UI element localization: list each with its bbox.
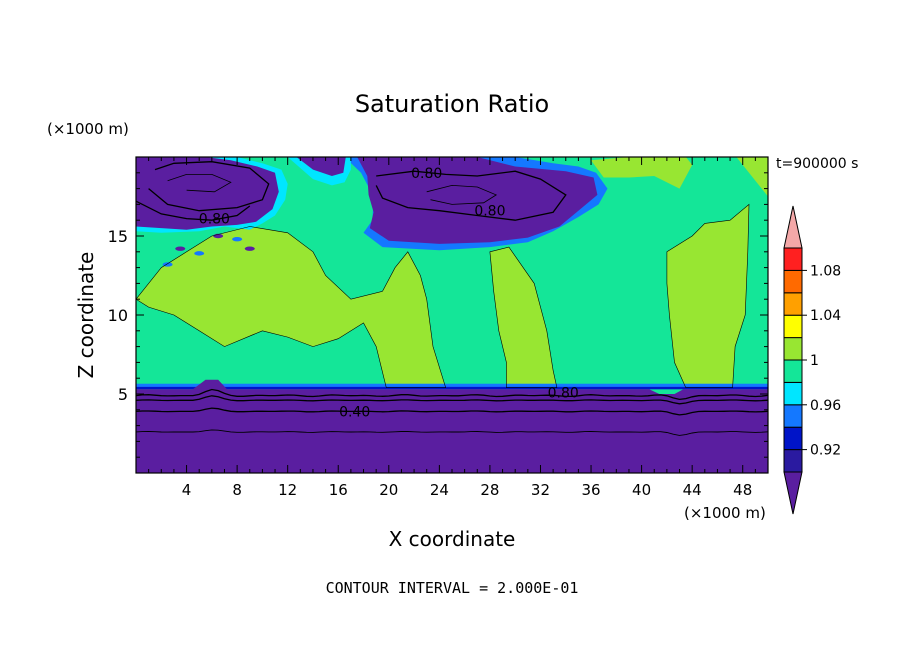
field-layers	[136, 157, 768, 473]
x-axis: 4 8 12 16 20 24 28 32 36 40 44 48	[148, 157, 756, 499]
upper-contour-e	[167, 173, 232, 193]
chart-title: Saturation Ratio	[355, 90, 549, 118]
colorbar-box-6	[783, 314, 803, 339]
lower-contour-2	[136, 407, 768, 416]
colorbar-label-0: 0.92	[810, 443, 841, 459]
contour-interval-footer: CONTOUR INTERVAL = 2.000E-01	[326, 579, 579, 597]
y-axis-title: Z coordinate	[74, 252, 98, 379]
saturated-region-3	[591, 157, 693, 189]
moisture-speck-3	[194, 251, 205, 256]
upper-contour-b	[136, 200, 251, 221]
upper-contour-c	[375, 170, 567, 221]
colorbar-box-7	[783, 292, 803, 316]
x-tick-label-28: 28	[480, 481, 499, 499]
colorbar-label-2: 1	[810, 353, 819, 369]
upper-dry-patch-2	[296, 157, 346, 176]
x-tick-label-32: 32	[531, 481, 550, 499]
moisture-speck-1	[232, 236, 243, 242]
y-tick-label-5: 5	[118, 385, 128, 404]
upper-contour-a	[148, 161, 270, 212]
colorbar-box-9	[783, 247, 803, 271]
lower-moist-edge	[136, 383, 768, 390]
contour-label-2: 0.80	[474, 204, 505, 220]
colorbar-box-4	[783, 359, 803, 383]
x-unit-label: (×1000 m)	[684, 504, 766, 522]
colorbar-box-2	[783, 404, 803, 428]
green-outline-1	[489, 246, 558, 389]
moisture-speck-2	[175, 246, 186, 251]
contour-labels: 0.80 0.80 0.80 0.80 0.40	[199, 166, 579, 421]
y-tick-label-10: 10	[108, 306, 128, 325]
contour-label-3: 0.80	[548, 385, 579, 401]
x-tick-label-20: 20	[379, 481, 398, 499]
x-tick-label-4: 4	[182, 481, 192, 499]
colorbar-box-8	[783, 269, 803, 294]
y-unit-label: (×1000 m)	[47, 120, 129, 138]
saturated-region-4	[736, 157, 768, 197]
upper-contour-d	[426, 184, 498, 205]
colorbar-label-1: 0.96	[810, 398, 841, 414]
colorbar-label-3: 1.04	[810, 308, 841, 324]
contour-label-1: 0.80	[199, 212, 230, 228]
x-tick-label-36: 36	[581, 481, 600, 499]
x-tick-label-8: 8	[232, 481, 242, 499]
colorbar-box-0	[783, 449, 803, 473]
x-tick-label-48: 48	[733, 481, 752, 499]
moisture-speck-4	[244, 246, 255, 251]
x-tick-label-44: 44	[683, 481, 702, 499]
lower-contour-0	[136, 388, 768, 401]
contour-lines	[136, 161, 768, 436]
lower-edge-band	[136, 386, 768, 390]
colorbar-top-arrow	[783, 205, 803, 249]
saturated-region-1	[489, 247, 557, 388]
x-tick-label-24: 24	[430, 481, 449, 499]
lower-contour-3	[136, 429, 768, 436]
contour-label-4: 0.40	[339, 404, 370, 420]
plot-area	[136, 157, 768, 473]
time-label: t=900000 s	[776, 156, 858, 172]
colorbar-box-1	[783, 426, 803, 451]
colorbar: 0.92 0.96 1 1.04 1.08	[783, 205, 841, 515]
green-outline-2	[666, 203, 750, 389]
saturated-region-2	[666, 204, 749, 388]
colorbar-label-4: 1.08	[810, 263, 841, 279]
y-tick-label-15: 15	[108, 227, 128, 246]
x-tick-label-16: 16	[329, 481, 348, 499]
green-outline-0	[136, 226, 447, 389]
contour-label-0: 0.80	[411, 166, 442, 182]
y-axis: 5 10 15	[108, 172, 768, 458]
colorbar-box-5	[783, 337, 803, 361]
saturated-region-0	[136, 226, 446, 388]
colorbar-bottom-arrow	[783, 471, 803, 515]
colorbar-box-3	[783, 381, 803, 406]
x-tick-label-40: 40	[632, 481, 651, 499]
lower-contour-1	[136, 395, 768, 405]
x-axis-title: X coordinate	[389, 527, 516, 551]
lower-dry-layer	[136, 379, 768, 473]
x-tick-label-12: 12	[278, 481, 297, 499]
